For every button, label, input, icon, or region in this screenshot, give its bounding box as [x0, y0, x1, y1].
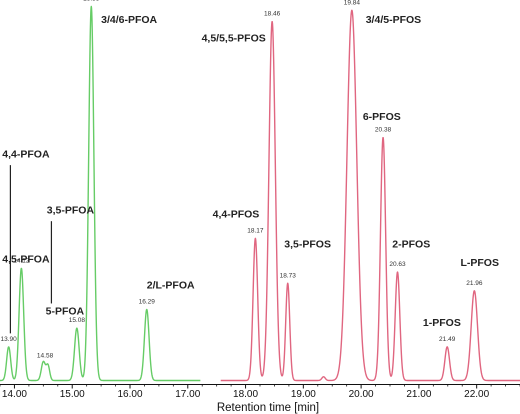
peak-annotation: 4,5-PFOA [2, 253, 50, 265]
chromatogram-trace-2 [220, 9, 520, 382]
retention-time-label: 20.38 [375, 126, 392, 133]
x-tick-label: 21.00 [406, 389, 431, 400]
retention-time-label: 18.17 [247, 227, 264, 234]
retention-time-label: 16.29 [139, 298, 156, 305]
x-tick-label: 15.00 [60, 389, 85, 400]
peak-annotation: 3/4/5-PFOS [366, 14, 421, 26]
retention-time-label: 19.84 [344, 0, 361, 6]
retention-time-label: 15.33 [83, 0, 100, 3]
peak-annotation: L-PFOS [460, 257, 499, 269]
x-tick-label: 17.00 [175, 389, 200, 400]
peak-annotation: 3,5-PFOA [47, 205, 95, 217]
retention-time-label: 20.63 [389, 261, 406, 268]
x-tick-label: 20.00 [349, 389, 374, 400]
peak-annotation: 4,4-PFOA [2, 149, 50, 161]
retention-time-label: 18.73 [280, 272, 297, 279]
retention-time-label: 15.08 [69, 317, 86, 324]
retention-time-label: 14.12 [13, 257, 30, 264]
x-tick-label: 19.00 [291, 389, 316, 400]
peak-annotation: 1-PFOS [423, 317, 461, 329]
peak-annotation: 3/4/6-PFOA [101, 14, 157, 26]
x-tick-label: 16.00 [117, 389, 142, 400]
retention-time-label: 21.96 [466, 280, 483, 287]
peak-annotation: 2/L-PFOA [147, 280, 195, 292]
x-axis-title: Retention time [min] [217, 402, 319, 414]
retention-time-label: 18.46 [264, 10, 281, 17]
peak-annotation: 6-PFOS [363, 111, 401, 123]
peak-annotation: 4,4-PFOS [213, 208, 260, 220]
x-tick-label: 22.00 [464, 389, 489, 400]
chromatogram-trace-1 [0, 5, 201, 382]
x-axis: 14.00 15.00 16.00 17.00 18.00 19.00 20.00 21.00… [0, 384, 520, 414]
peak-annotation: 2-PFOS [392, 238, 430, 250]
retention-time-label: 13.90 [1, 336, 18, 343]
x-tick-label: 14.00 [2, 389, 27, 400]
retention-time-label: 14.58 [37, 353, 54, 360]
retention-time-label: 21.49 [439, 336, 456, 343]
peak-annotation: 3,5-PFOS [284, 238, 331, 250]
x-tick-label: 18.00 [233, 389, 258, 400]
peak-annotation: 4,5/5,5-PFOS [202, 33, 266, 45]
peak-annotation: 5-PFOA [46, 306, 85, 318]
